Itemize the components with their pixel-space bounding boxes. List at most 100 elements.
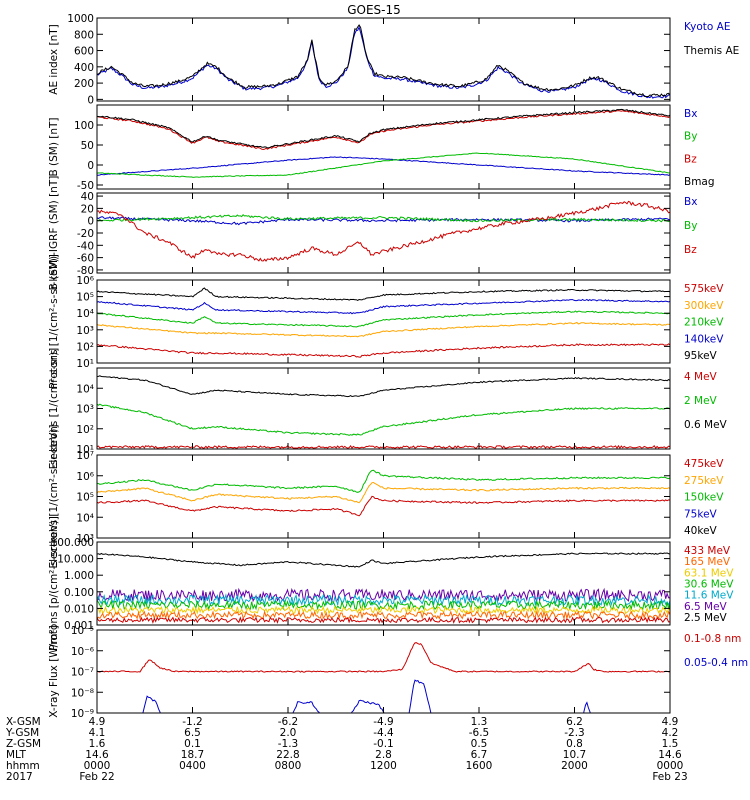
y-tick-label-ae-5: 1000 [67,13,94,25]
series-line-bigrf-1 [97,213,670,223]
panel-protons: 10¹ 10² 10³ 10⁴ 10⁵ 10⁶ Protons [1/(cm²-s-sr-k… [48,254,724,389]
y-tick-label-xray-1: 10⁻⁸ [71,687,94,699]
y-tick-label-protons-0: 10¹ [76,358,94,370]
series-line-electrons_kev-0 [97,469,670,493]
y-tick-label-protons_mev-4: 10.000 [57,554,94,566]
legend-entry-protons_mev-1: 165 MeV [684,556,731,568]
legend-ae: Kyoto AE Themis AE [683,21,739,57]
series-line-bsm-0 [97,156,670,176]
axis-table-cell-2-5: 0.8 [566,738,583,750]
y-axis-label-electrons_kev: Electrons [1/(cm²-s-sr-keV)] [48,425,60,569]
y-axis-label-electrons_mev: Electrons [1/(cm²-s-sr)] [48,348,60,470]
axis-table-row-label-1: Y-GSM [5,727,39,739]
y-axis-label-ae: AE index [nT] [48,24,60,94]
legend-entry-electrons_mev-2: 0.6 MeV [684,419,728,431]
y-tick-label-ae-1: 200 [74,78,94,90]
y-tick-label-xray-3: 10⁻⁶ [71,646,94,658]
series-line-electrons_mev-0 [97,375,670,398]
y-tick-label-bigrf-1: -60 [77,253,94,265]
series-line-protons-4 [97,343,670,358]
y-tick-label-electrons_mev-1: 10² [76,424,94,436]
y-tick-label-ae-4: 800 [74,29,94,41]
axis-table-cell-3-4: 6.7 [471,749,488,761]
legend-entry-bsm-0: Bx [684,108,697,120]
panel-frame-bigrf [96,192,671,274]
y-axis-label-protons: Protons [1/(cm²-s-sr-keV)] [48,254,60,389]
axis-table-cell-2-6: 1.5 [662,738,679,750]
y-tick-label-protons-1: 10² [76,341,94,353]
legend-entry-protons_mev-6: 2.5 MeV [684,612,728,624]
y-tick-label-electrons_kev-4: 10⁷ [76,450,94,462]
series-line-protons-2 [97,310,670,328]
axis-table-cell-0-2: -6.2 [278,716,299,728]
axis-table-row-label-5: 2017 [6,771,33,783]
legend-entry-protons-3: 140keV [684,333,724,345]
axis-table-cell-1-5: -2.3 [564,727,585,739]
y-tick-label-protons-4: 10⁵ [76,292,94,304]
axis-table-cell-2-0: 1.6 [89,738,106,750]
y-tick-label-bigrf-0: -80 [77,265,94,277]
axis-table-cell-3-1: 18.7 [181,749,204,761]
y-tick-label-protons-5: 10⁶ [76,275,94,287]
legend-entry-bigrf-0: Bx [684,196,697,208]
y-axis-label-bigrf: B (SM)-IGRF (SM) [nT] [48,176,60,291]
y-tick-label-bsm-3: 100 [74,120,94,132]
legend-entry-electrons_kev-2: 150keV [684,492,724,504]
series-line-protons_mev-2 [97,593,670,607]
legend-entry-bigrf-1: By [684,220,697,232]
y-tick-label-xray-0: 10⁻⁹ [71,708,94,720]
y-tick-label-bsm-1: 0 [87,160,94,172]
axis-table-cell-0-5: 6.2 [566,716,583,728]
axis-table-cell-4-6: 0000 [657,760,684,772]
series-line-bsm-3 [97,108,670,149]
axis-table-cell-2-3: -0.1 [373,738,394,750]
legend-entry-electrons_kev-3: 75keV [684,508,718,520]
axis-table-row-label-2: Z-GSM [6,738,41,750]
panel-electrons_kev: 10³ 10⁴ 10⁵ 10⁶ 10⁷ Electrons [1/(cm²-s-sr-ke… [48,425,724,569]
y-tick-label-bigrf-5: 20 [81,203,94,215]
y-tick-label-protons_mev-1: 0.010 [64,603,94,615]
axis-table-cell-3-5: 10.7 [563,749,586,761]
series-line-protons_mev-4 [97,605,670,615]
legend-electrons_mev: 4 MeV 2 MeV 0.6 MeV [684,371,728,431]
series-line-protons_mev-5 [97,609,670,621]
legend-entry-bsm-2: Bz [684,153,697,165]
y-tick-label-protons-2: 10³ [76,325,94,337]
y-tick-label-xray-2: 10⁻⁷ [71,667,94,679]
y-tick-label-protons_mev-5: 100.000 [51,537,94,549]
y-tick-label-electrons_kev-3: 10⁶ [76,471,94,483]
panel-frame-electrons_mev [96,367,671,450]
series-line-bigrf-2 [97,200,670,262]
legend-entry-protons_mev-0: 433 MeV [684,545,731,557]
series-line-xray-0 [97,642,670,673]
axis-table-cell-4-0: 0000 [84,760,111,772]
y-tick-label-electrons_kev-0: 10³ [76,533,94,545]
axis-table-row-label-3: MLT [6,749,26,761]
y-tick-label-electrons_mev-2: 10³ [76,404,94,416]
y-tick-label-electrons_mev-0: 10¹ [76,444,94,456]
series-line-protons-0 [97,287,670,301]
axis-table-cell-1-2: 2.0 [280,727,297,739]
axis-table-cell-4-4: 1600 [466,760,493,772]
series-line-bsm-2 [97,110,670,151]
legend-bigrf: Bx By Bz [684,196,697,256]
y-tick-label-electrons_kev-2: 10⁵ [76,492,94,504]
y-tick-label-bigrf-4: 0 [87,216,94,228]
legend-entry-protons_mev-4: 11.6 MeV [684,590,734,602]
series-line-electrons_kev-2 [97,495,670,517]
y-axis-label-bsm: B (SM) [nT] [48,117,60,176]
y-tick-label-protons_mev-3: 1.000 [64,570,94,582]
legend-electrons_kev: 475keV 275keV 150keV 75keV 40keV [684,458,724,537]
y-tick-label-bigrf-6: 40 [81,191,94,203]
y-tick-label-ae-0: 0 [87,94,94,106]
y-tick-label-bigrf-3: -20 [77,228,94,240]
legend-protons: 575keV 300keV 210keV 140keV 95keV [684,283,724,362]
chart-title: GOES-15 [347,3,401,17]
y-tick-label-bsm-2: 50 [81,140,94,152]
x-axis-table: X-GSM 4.9 -1.2 -6.2 -4.9 1.3 6.2 4.9 Y-GSM 4.1 6.5… [5,716,688,783]
legend-entry-xray-1: 0.05-0.4 nm [684,657,748,669]
axis-table-cell-0-0: 4.9 [89,716,106,728]
axis-table-cell-1-1: 6.5 [184,727,201,739]
